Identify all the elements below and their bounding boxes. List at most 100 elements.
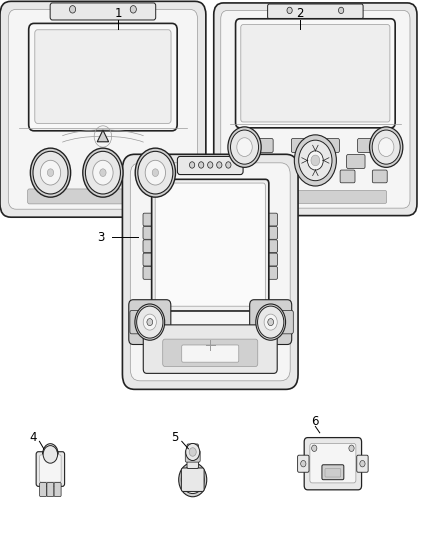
- FancyBboxPatch shape: [143, 253, 155, 266]
- Circle shape: [186, 443, 200, 461]
- Circle shape: [135, 304, 165, 340]
- FancyBboxPatch shape: [325, 139, 339, 152]
- FancyBboxPatch shape: [304, 438, 362, 490]
- FancyBboxPatch shape: [143, 213, 155, 226]
- Text: 2: 2: [296, 7, 304, 20]
- Circle shape: [226, 162, 231, 168]
- Circle shape: [47, 169, 53, 176]
- Circle shape: [360, 461, 365, 467]
- FancyBboxPatch shape: [276, 170, 291, 183]
- Text: 4: 4: [29, 431, 37, 443]
- Circle shape: [43, 446, 58, 463]
- FancyBboxPatch shape: [266, 155, 284, 168]
- FancyBboxPatch shape: [258, 139, 273, 152]
- Circle shape: [372, 130, 400, 164]
- Circle shape: [294, 135, 336, 186]
- FancyBboxPatch shape: [152, 179, 269, 311]
- FancyBboxPatch shape: [340, 170, 355, 183]
- Circle shape: [311, 155, 320, 166]
- FancyBboxPatch shape: [265, 240, 277, 253]
- FancyBboxPatch shape: [268, 4, 363, 19]
- Polygon shape: [97, 130, 109, 142]
- FancyBboxPatch shape: [244, 170, 258, 183]
- Circle shape: [135, 148, 176, 197]
- FancyBboxPatch shape: [129, 300, 171, 344]
- Circle shape: [208, 162, 213, 168]
- Circle shape: [145, 160, 166, 185]
- FancyBboxPatch shape: [325, 469, 341, 477]
- FancyBboxPatch shape: [346, 155, 365, 168]
- FancyBboxPatch shape: [39, 483, 46, 497]
- Circle shape: [152, 169, 159, 176]
- Circle shape: [179, 463, 207, 497]
- Circle shape: [339, 7, 344, 13]
- FancyBboxPatch shape: [265, 227, 277, 239]
- FancyBboxPatch shape: [182, 345, 239, 362]
- FancyBboxPatch shape: [8, 9, 198, 209]
- Circle shape: [300, 461, 306, 467]
- FancyBboxPatch shape: [265, 266, 277, 279]
- FancyBboxPatch shape: [372, 170, 387, 183]
- FancyBboxPatch shape: [265, 253, 277, 266]
- FancyBboxPatch shape: [244, 190, 387, 203]
- Circle shape: [85, 151, 120, 194]
- Circle shape: [100, 169, 106, 176]
- Circle shape: [237, 138, 252, 157]
- FancyBboxPatch shape: [143, 240, 155, 253]
- FancyBboxPatch shape: [310, 443, 356, 483]
- Circle shape: [130, 5, 136, 13]
- FancyBboxPatch shape: [281, 310, 293, 334]
- Circle shape: [181, 466, 204, 494]
- FancyBboxPatch shape: [236, 19, 395, 128]
- FancyBboxPatch shape: [35, 30, 171, 123]
- FancyBboxPatch shape: [122, 155, 298, 389]
- Circle shape: [138, 151, 173, 194]
- Circle shape: [83, 148, 123, 197]
- Circle shape: [30, 148, 71, 197]
- Circle shape: [349, 445, 354, 451]
- FancyBboxPatch shape: [322, 465, 344, 480]
- Circle shape: [268, 319, 274, 326]
- FancyBboxPatch shape: [177, 157, 243, 175]
- Circle shape: [370, 127, 403, 167]
- FancyBboxPatch shape: [36, 452, 65, 486]
- FancyBboxPatch shape: [291, 139, 306, 152]
- Circle shape: [311, 445, 317, 451]
- FancyBboxPatch shape: [143, 325, 277, 373]
- Text: 5: 5: [172, 431, 179, 443]
- Circle shape: [40, 160, 60, 185]
- FancyBboxPatch shape: [47, 483, 54, 497]
- FancyBboxPatch shape: [28, 189, 178, 204]
- FancyBboxPatch shape: [28, 23, 177, 131]
- Circle shape: [287, 7, 292, 13]
- Circle shape: [217, 162, 222, 168]
- Circle shape: [33, 151, 68, 194]
- FancyBboxPatch shape: [308, 170, 323, 183]
- Circle shape: [70, 5, 76, 13]
- Circle shape: [189, 448, 196, 456]
- FancyBboxPatch shape: [187, 444, 198, 469]
- FancyBboxPatch shape: [250, 300, 292, 344]
- Circle shape: [264, 314, 277, 330]
- FancyBboxPatch shape: [357, 455, 368, 472]
- Circle shape: [190, 162, 195, 168]
- FancyBboxPatch shape: [155, 183, 265, 306]
- Circle shape: [143, 314, 156, 330]
- Circle shape: [258, 306, 284, 338]
- FancyBboxPatch shape: [54, 483, 61, 497]
- Circle shape: [228, 127, 261, 167]
- Circle shape: [198, 162, 204, 168]
- FancyBboxPatch shape: [162, 339, 258, 367]
- Circle shape: [256, 304, 286, 340]
- FancyBboxPatch shape: [131, 163, 290, 381]
- Text: 6: 6: [311, 415, 319, 427]
- FancyBboxPatch shape: [185, 450, 200, 462]
- Circle shape: [137, 306, 163, 338]
- Text: 3: 3: [97, 231, 104, 244]
- FancyBboxPatch shape: [39, 455, 61, 482]
- Text: 1: 1: [114, 7, 122, 20]
- FancyBboxPatch shape: [143, 227, 155, 239]
- FancyBboxPatch shape: [181, 468, 204, 491]
- FancyBboxPatch shape: [143, 266, 155, 279]
- Circle shape: [147, 319, 153, 326]
